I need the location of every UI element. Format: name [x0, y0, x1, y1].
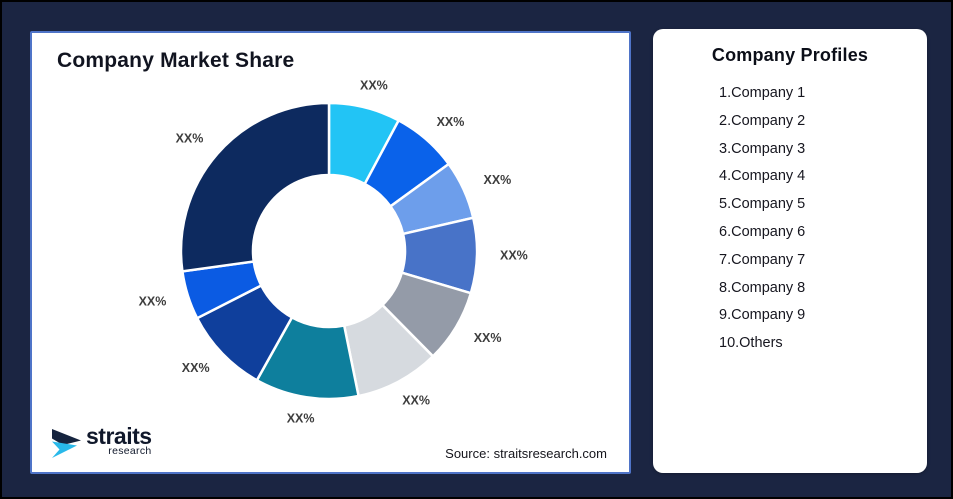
- slice-label-company-7: XX%: [287, 411, 315, 425]
- logo-name: straits: [86, 423, 152, 449]
- company-profile-item: 4.Company 4: [719, 168, 806, 185]
- slice-label-company-6: XX%: [402, 393, 430, 407]
- company-profile-item: 8.Company 8: [719, 279, 806, 296]
- slice-label-company-4: XX%: [500, 249, 528, 263]
- logo-text-wrap: straits research: [86, 423, 152, 458]
- logo-subname: research: [108, 445, 152, 457]
- company-profile-item: 3.Company 3: [719, 140, 806, 157]
- profiles-list: 1.Company 1 2.Company 2 3.Company 3 4.Co…: [653, 80, 927, 358]
- slice-label-company-2: XX%: [437, 115, 465, 129]
- company-profile-item: 7.Company 7: [719, 251, 806, 268]
- slice-label-others: XX%: [176, 132, 204, 146]
- slice-label-company-9: XX%: [139, 294, 167, 308]
- company-profiles-card: Company Profiles 1.Company 1 2.Company 2…: [653, 29, 927, 473]
- source-note: Source: straitsresearch.com: [445, 446, 607, 461]
- slice-label-company-8: XX%: [182, 361, 210, 375]
- company-profile-item: 10.Others: [719, 335, 783, 352]
- company-profile-item: 6.Company 6: [719, 223, 806, 240]
- logo-mark-icon: [52, 429, 81, 458]
- chart-title: Company Market Share: [57, 49, 295, 72]
- slice-label-company-5: XX%: [474, 331, 502, 345]
- straits-logo: straits research: [51, 425, 152, 459]
- slice-label-company-3: XX%: [484, 173, 512, 187]
- donut-chart: XX% XX% XX% XX% XX% XX% XX% XX% XX% XX%: [139, 78, 528, 425]
- company-profile-item: 5.Company 5: [719, 196, 806, 213]
- market-share-card: Company Market Share XX% XX% XX% XX% XX% XX% X…: [30, 31, 631, 474]
- company-profile-item: 2.Company 2: [719, 112, 806, 129]
- profiles-title: Company Profiles: [711, 45, 869, 65]
- slice-label-company-1: XX%: [360, 78, 388, 92]
- donut-slice-others: [179, 101, 331, 273]
- company-profile-item: 1.Company 1: [719, 85, 806, 101]
- company-profile-item: 9.Company 9: [719, 307, 806, 324]
